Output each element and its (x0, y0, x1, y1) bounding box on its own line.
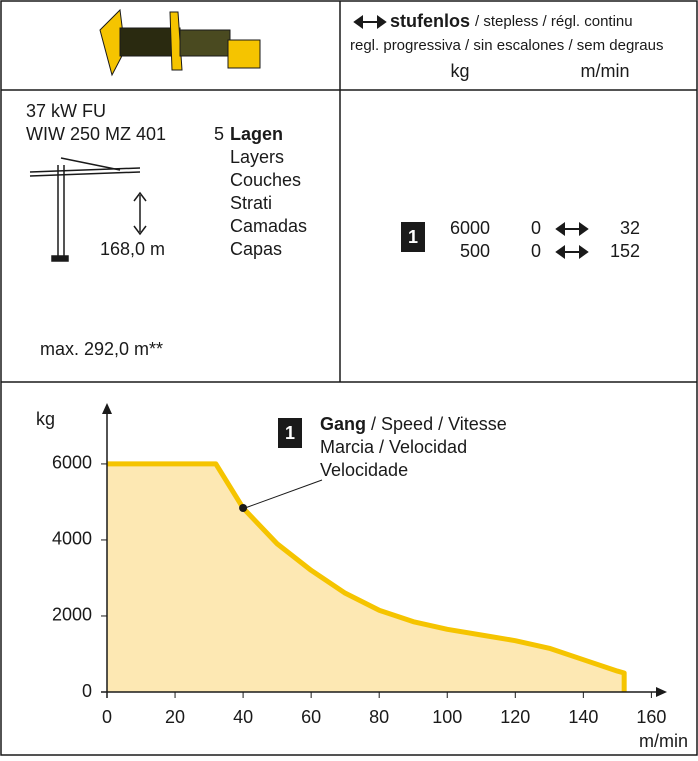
range-arrow (557, 224, 587, 234)
y-tick-label: 6000 (52, 453, 92, 473)
y-arrow (102, 403, 112, 414)
unit-load: kg (450, 61, 469, 81)
y-tick-label: 2000 (52, 605, 92, 625)
x-arrow (656, 687, 667, 697)
layer-label: Lagen (230, 124, 283, 144)
bidirectional-arrow (355, 17, 385, 27)
speed-subtitle: regl. progressiva / sin escalones / sem … (350, 37, 663, 54)
x-tick-label: 20 (165, 707, 185, 727)
datasheet: stufenlos / stepless / régl. continu reg… (0, 0, 698, 756)
layer-label: Strati (230, 193, 272, 213)
power: 37 kW FU (26, 101, 106, 121)
load: 500 (460, 241, 490, 261)
unit-speed: m/min (581, 61, 630, 81)
annotation-marker: 1 (285, 423, 295, 443)
x-tick-label: 60 (301, 707, 321, 727)
speed-from: 0 (531, 218, 541, 238)
annotation-bold: Gang (320, 414, 366, 434)
load: 6000 (450, 218, 490, 238)
annotation-line2: Marcia / Velocidad (320, 437, 467, 457)
layer-label: Layers (230, 147, 284, 167)
annotation-rest: / Speed / Vitesse (371, 414, 507, 434)
speed-to: 152 (610, 241, 640, 261)
layer-label: Camadas (230, 216, 307, 236)
max-height: max. 292,0 m** (40, 339, 163, 359)
y-tick-label: 0 (82, 681, 92, 701)
x-tick-label: 100 (432, 707, 462, 727)
y-axis-label: kg (36, 409, 55, 429)
x-tick-label: 40 (233, 707, 253, 727)
annotation-leader (245, 480, 322, 508)
range-arrow (557, 247, 587, 257)
winch-illustration (100, 10, 260, 75)
layer-label: Capas (230, 239, 282, 259)
y-tick-label: 4000 (52, 529, 92, 549)
speed-rest: / stepless / régl. continu (475, 13, 633, 30)
x-tick-label: 120 (500, 707, 530, 727)
area (107, 464, 624, 692)
x-axis-label: m/min (639, 731, 688, 751)
speed-to: 32 (620, 218, 640, 238)
x-tick-label: 80 (369, 707, 389, 727)
height: 168,0 m (100, 239, 165, 259)
x-tick-label: 160 (636, 707, 666, 727)
gear-number: 1 (408, 227, 418, 247)
annotation-line1: Gang / Speed / Vitesse (320, 414, 507, 434)
annotation-line3: Velocidade (320, 460, 408, 480)
winch: WIW 250 MZ 401 (26, 124, 166, 144)
x-tick-label: 0 (102, 707, 112, 727)
speed-bold: stufenlos (390, 11, 470, 31)
x-tick-label: 140 (568, 707, 598, 727)
layer-label: Couches (230, 170, 301, 190)
speed-title: stufenlos / stepless / régl. continu (390, 11, 633, 31)
layers-count: 5 (214, 124, 224, 144)
speed-from: 0 (531, 241, 541, 261)
